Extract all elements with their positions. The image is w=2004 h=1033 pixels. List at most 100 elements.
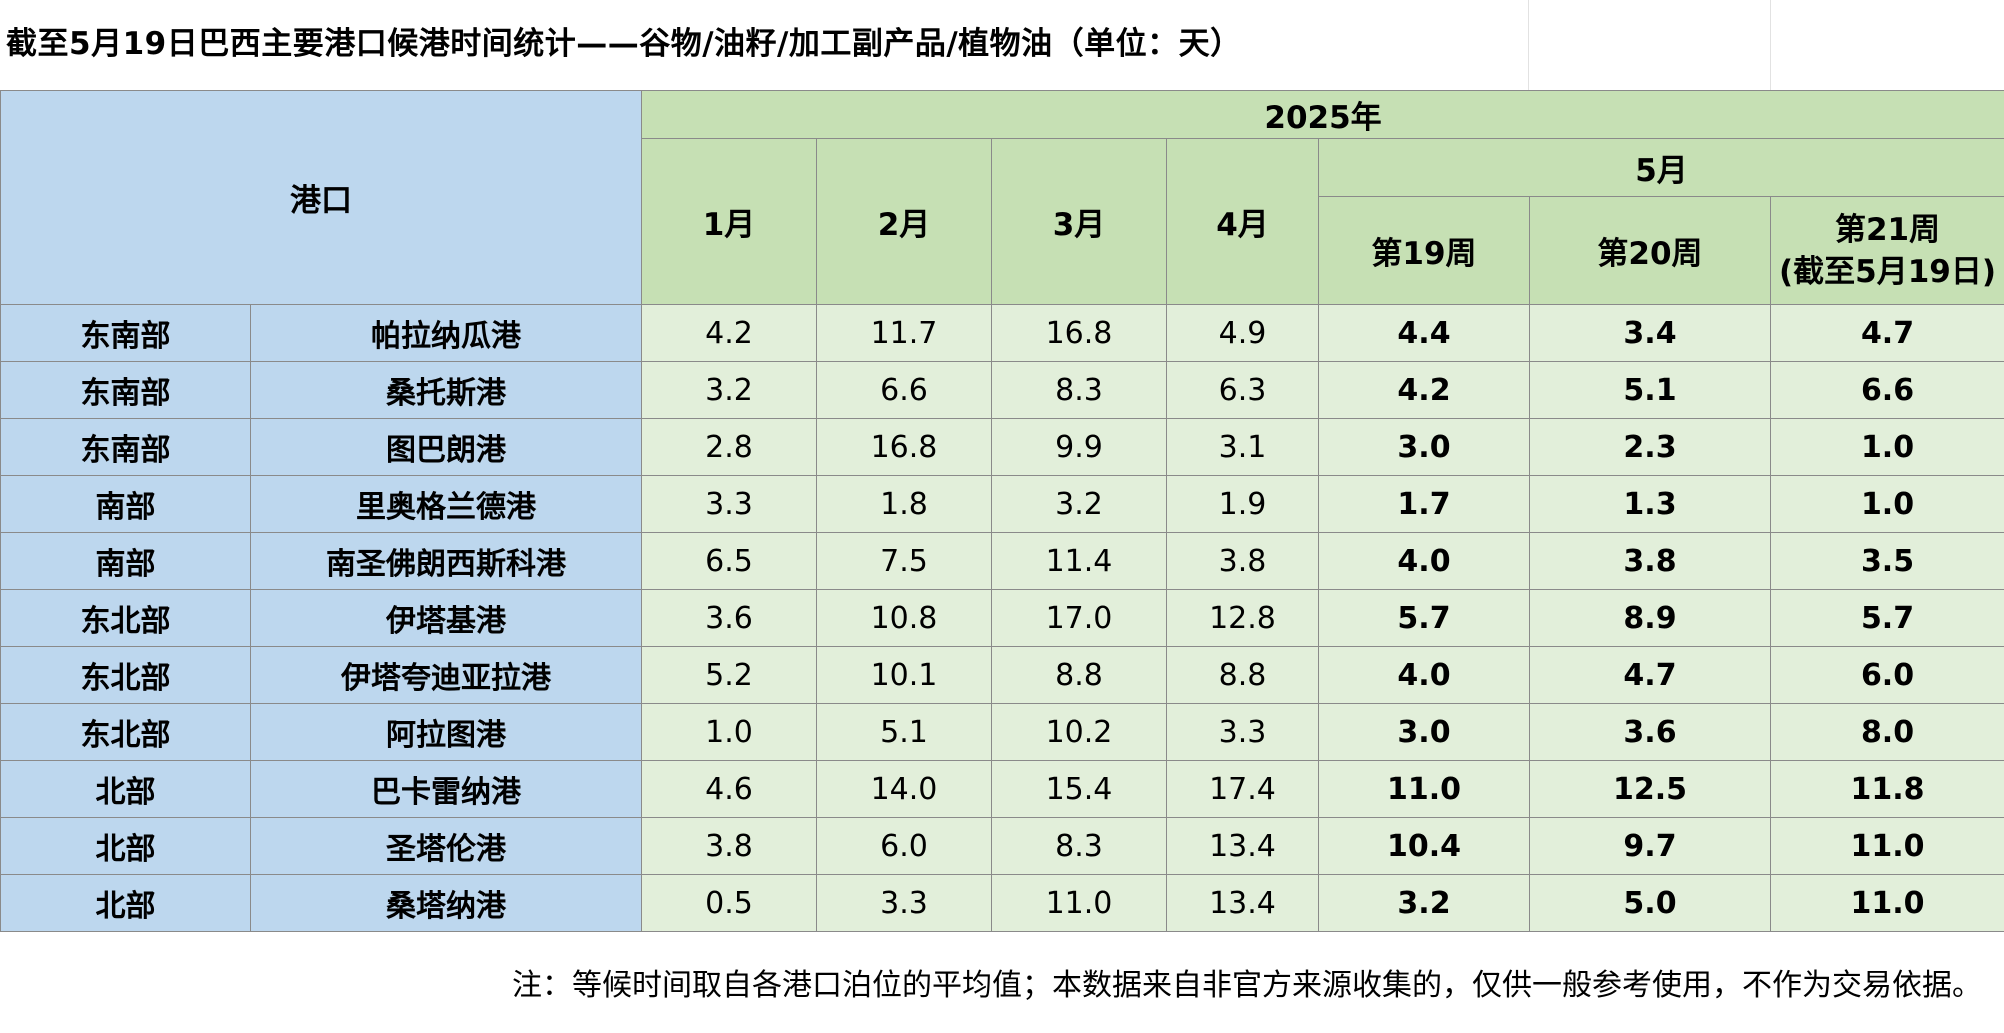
cell-region: 东南部 [0, 304, 251, 362]
cell-port: 帕拉纳瓜港 [250, 304, 642, 362]
cell-region: 东北部 [0, 589, 251, 647]
cell-w19: 4.2 [1318, 361, 1530, 419]
header-apr: 4月 [1166, 138, 1319, 305]
cell-port: 桑托斯港 [250, 361, 642, 419]
cell-w21: 6.6 [1769, 361, 2004, 419]
title-row: 截至5月19日巴西主要港口候港时间统计——谷物/油籽/加工副产品/植物油（单位：… [0, 0, 2004, 91]
cell-apr: 6.3 [1166, 361, 1319, 419]
cell-apr: 3.3 [1166, 703, 1319, 761]
cell-port: 桑塔纳港 [250, 874, 642, 932]
cell-w20: 4.7 [1529, 646, 1771, 704]
cell-w20: 2.3 [1529, 418, 1771, 476]
cell-w21: 1.0 [1769, 418, 2004, 476]
table-row: 东南部 帕拉纳瓜港 4.2 11.7 16.8 4.9 4.4 3.4 4.7 [0, 304, 2004, 362]
cell-mar: 15.4 [991, 760, 1167, 818]
cell-region: 东北部 [0, 646, 251, 704]
header-week20: 第20周 [1529, 196, 1771, 305]
cell-w21: 1.0 [1769, 475, 2004, 533]
page-title: 截至5月19日巴西主要港口候港时间统计——谷物/油籽/加工副产品/植物油（单位：… [6, 26, 1242, 62]
cell-region: 东南部 [0, 361, 251, 419]
cell-port: 巴卡雷纳港 [250, 760, 642, 818]
header-week21-line2: (截至5月19日) [1779, 253, 1997, 290]
cell-mar: 8.8 [991, 646, 1167, 704]
cell-feb: 16.8 [816, 418, 992, 476]
table-row: 北部 圣塔伦港 3.8 6.0 8.3 13.4 10.4 9.7 11.0 [0, 817, 2004, 875]
cell-w20: 9.7 [1529, 817, 1771, 875]
cell-port: 里奥格兰德港 [250, 475, 642, 533]
cell-apr: 4.9 [1166, 304, 1319, 362]
cell-region: 东南部 [0, 418, 251, 476]
header-week21: 第21周 (截至5月19日) [1769, 196, 2004, 305]
cell-w21: 11.8 [1769, 760, 2004, 818]
header-mar: 3月 [991, 138, 1167, 305]
cell-w20: 5.1 [1529, 361, 1771, 419]
header-jan: 1月 [641, 138, 817, 305]
cell-jan: 4.2 [641, 304, 817, 362]
port-wait-table: 港口 2025年 1月 2月 3月 4月 5月 第19周 第20周 第21周 (… [0, 90, 2004, 932]
cell-w21: 3.5 [1769, 532, 2004, 590]
cell-mar: 17.0 [991, 589, 1167, 647]
cell-w21: 11.0 [1769, 817, 2004, 875]
cell-jan: 5.2 [641, 646, 817, 704]
cell-w21: 6.0 [1769, 646, 2004, 704]
cell-jan: 3.2 [641, 361, 817, 419]
cell-apr: 13.4 [1166, 817, 1319, 875]
cell-w19: 4.0 [1318, 646, 1530, 704]
header-year: 2025年 [640, 90, 2004, 139]
cell-jan: 1.0 [641, 703, 817, 761]
cell-w20: 3.6 [1529, 703, 1771, 761]
cell-region: 东北部 [0, 703, 251, 761]
cell-apr: 17.4 [1166, 760, 1319, 818]
cell-mar: 11.0 [991, 874, 1167, 932]
cell-feb: 14.0 [816, 760, 992, 818]
cell-w19: 5.7 [1318, 589, 1530, 647]
cell-w19: 1.7 [1318, 475, 1530, 533]
cell-port: 图巴朗港 [250, 418, 642, 476]
cell-w19: 3.2 [1318, 874, 1530, 932]
cell-jan: 4.6 [641, 760, 817, 818]
cell-w20: 8.9 [1529, 589, 1771, 647]
cell-region: 南部 [0, 475, 251, 533]
cell-jan: 6.5 [641, 532, 817, 590]
cell-mar: 11.4 [991, 532, 1167, 590]
cell-port: 伊塔夸迪亚拉港 [250, 646, 642, 704]
table-row: 北部 巴卡雷纳港 4.6 14.0 15.4 17.4 11.0 12.5 11.8 [0, 760, 2004, 818]
cell-apr: 12.8 [1166, 589, 1319, 647]
cell-w19: 4.4 [1318, 304, 1530, 362]
cell-feb: 7.5 [816, 532, 992, 590]
table-row: 南部 南圣佛朗西斯科港 6.5 7.5 11.4 3.8 4.0 3.8 3.5 [0, 532, 2004, 590]
cell-w19: 3.0 [1318, 703, 1530, 761]
cell-w20: 12.5 [1529, 760, 1771, 818]
cell-jan: 2.8 [641, 418, 817, 476]
cell-w21: 11.0 [1769, 874, 2004, 932]
table-row: 东南部 图巴朗港 2.8 16.8 9.9 3.1 3.0 2.3 1.0 [0, 418, 2004, 476]
cell-jan: 0.5 [641, 874, 817, 932]
cell-w19: 10.4 [1318, 817, 1530, 875]
header-port: 港口 [0, 90, 642, 305]
cell-feb: 11.7 [816, 304, 992, 362]
cell-mar: 16.8 [991, 304, 1167, 362]
cell-port: 圣塔伦港 [250, 817, 642, 875]
table-row: 东南部 桑托斯港 3.2 6.6 8.3 6.3 4.2 5.1 6.6 [0, 361, 2004, 419]
cell-w20: 1.3 [1529, 475, 1771, 533]
header-week19: 第19周 [1318, 196, 1530, 305]
cell-region: 北部 [0, 874, 251, 932]
cell-w20: 3.8 [1529, 532, 1771, 590]
cell-port: 阿拉图港 [250, 703, 642, 761]
cell-w19: 3.0 [1318, 418, 1530, 476]
cell-apr: 3.8 [1166, 532, 1319, 590]
cell-apr: 13.4 [1166, 874, 1319, 932]
cell-feb: 10.8 [816, 589, 992, 647]
cell-jan: 3.3 [641, 475, 817, 533]
cell-region: 北部 [0, 817, 251, 875]
cell-port: 南圣佛朗西斯科港 [250, 532, 642, 590]
gridline [1528, 0, 1529, 90]
cell-jan: 3.6 [641, 589, 817, 647]
cell-w21: 5.7 [1769, 589, 2004, 647]
cell-mar: 9.9 [991, 418, 1167, 476]
cell-region: 北部 [0, 760, 251, 818]
cell-apr: 8.8 [1166, 646, 1319, 704]
table-row: 东北部 阿拉图港 1.0 5.1 10.2 3.3 3.0 3.6 8.0 [0, 703, 2004, 761]
cell-region: 南部 [0, 532, 251, 590]
cell-mar: 3.2 [991, 475, 1167, 533]
